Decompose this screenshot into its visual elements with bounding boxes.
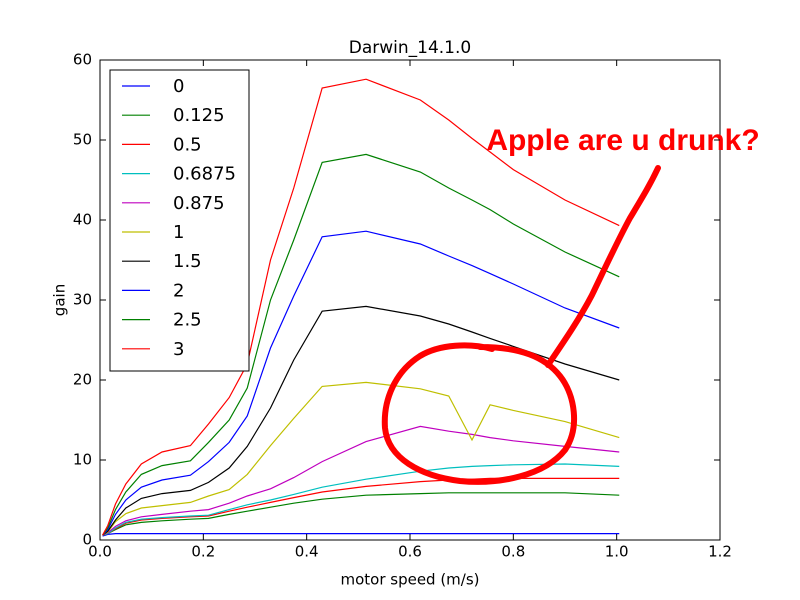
y-tick-label: 20: [73, 371, 92, 389]
x-tick-label: 0.4: [295, 543, 319, 561]
series-line: [102, 153, 620, 536]
legend-box: [109, 69, 250, 372]
y-tick-label: 10: [73, 451, 92, 469]
y-tick-label: 60: [73, 51, 92, 69]
legend: 0 0.125 0.5 0.6875 0.875 1 1.5 2 2.5 3: [109, 69, 250, 372]
series-line: [102, 463, 620, 536]
legend-label: 0.125: [173, 105, 225, 126]
legend-label: 0: [173, 76, 184, 97]
series-line: [102, 305, 620, 536]
y-tick-label: 50: [73, 131, 92, 149]
y-tick-label: 30: [73, 291, 92, 309]
x-axis-label: motor speed (m/s): [340, 571, 479, 589]
series-line: [102, 381, 620, 536]
legend-label: 0.5: [173, 134, 202, 155]
series-line: [102, 425, 620, 536]
series-line: [102, 533, 620, 537]
legend-label: 2.5: [173, 310, 202, 331]
legend-label: 2: [173, 280, 184, 301]
hand-drawn-arrow: [545, 165, 661, 368]
chart-title: Darwin_14.1.0: [349, 38, 471, 58]
hand-drawn-circle: [381, 342, 578, 485]
series-line: [102, 492, 620, 536]
series-line: [102, 78, 620, 536]
legend-label: 1: [173, 222, 184, 243]
legend-label: 0.875: [173, 193, 225, 214]
y-axis-label: gain: [51, 284, 69, 316]
series-line: [102, 477, 620, 536]
x-tick-label: 1.2: [708, 543, 732, 561]
x-tick-label: 0.8: [501, 543, 525, 561]
legend-label: 1.5: [173, 251, 202, 272]
legend-label: 0.6875: [173, 164, 236, 185]
y-tick-label: 0: [82, 531, 92, 549]
legend-label: 3: [173, 339, 184, 360]
x-tick-label: 1.0: [605, 543, 629, 561]
y-tick-label: 40: [73, 211, 92, 229]
plot-area: [102, 78, 620, 537]
series-line: [102, 230, 620, 536]
x-tick-label: 0.6: [398, 543, 422, 561]
x-tick-label: 0.0: [88, 543, 112, 561]
x-tick-label: 0.2: [191, 543, 215, 561]
